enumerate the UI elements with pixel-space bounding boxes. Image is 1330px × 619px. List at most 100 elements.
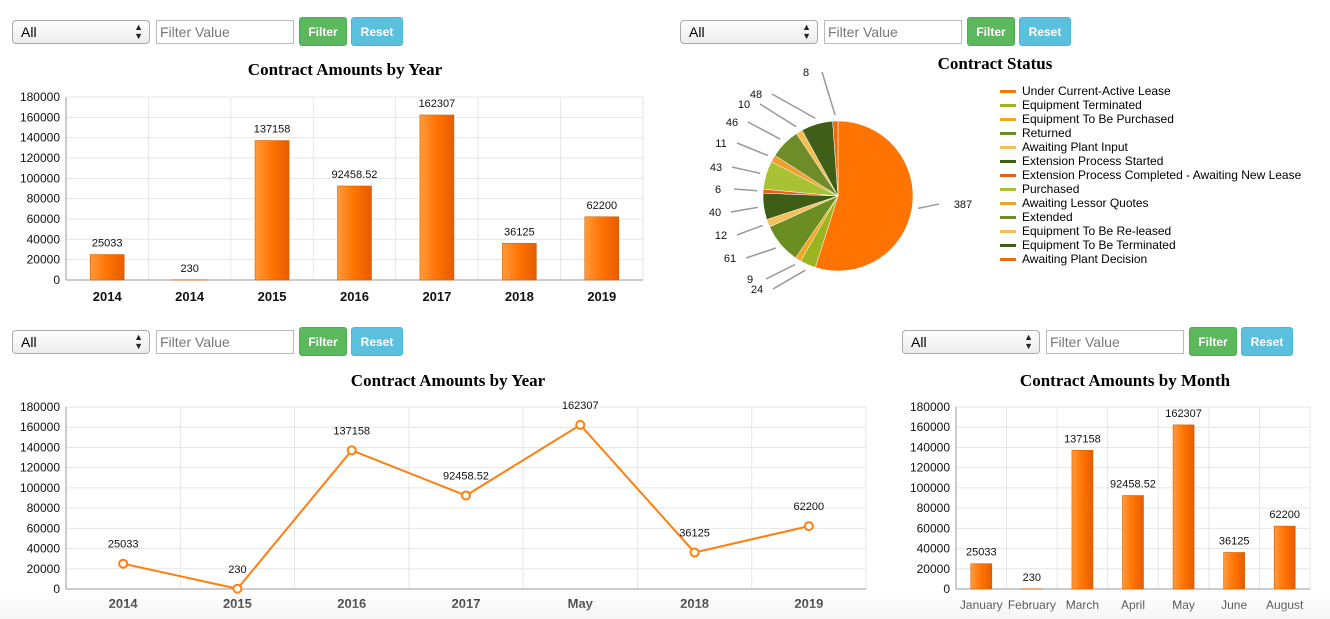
- chart-title: Contract Amounts by Year: [247, 60, 443, 79]
- x-tick-label: 2016: [340, 289, 369, 304]
- x-tick-label: 2019: [587, 289, 616, 304]
- filter-button[interactable]: Filter: [299, 17, 347, 46]
- legend-swatch: [1000, 159, 1016, 163]
- data-label: 25033: [92, 238, 123, 250]
- slice-label: 48: [750, 89, 762, 101]
- select-arrows-icon: ▲ ▼: [1024, 331, 1033, 351]
- legend-swatch: [1000, 187, 1016, 191]
- leader-line: [736, 224, 763, 236]
- data-label: 162307: [562, 400, 599, 412]
- data-label: 36125: [679, 527, 710, 539]
- legend-swatch: [1000, 103, 1016, 107]
- legend-item: Extension Process Completed - Awaiting N…: [1000, 168, 1301, 182]
- y-tick-label: 120000: [20, 461, 60, 475]
- y-tick-label: 20000: [27, 562, 61, 576]
- select-value: All: [911, 333, 927, 350]
- filter-value-input[interactable]: Filter Value: [156, 329, 294, 354]
- legend-swatch: [1000, 257, 1016, 261]
- y-tick-label: 160000: [20, 420, 60, 434]
- select-value: All: [21, 333, 37, 350]
- y-tick-label: 60000: [27, 212, 61, 226]
- category-select[interactable]: All ▲ ▼: [12, 19, 150, 44]
- reset-button[interactable]: Reset: [351, 327, 403, 356]
- legend-item: Extension Process Started: [1000, 154, 1301, 168]
- data-label: 62200: [794, 501, 825, 513]
- filter-value-input[interactable]: Filter Value: [156, 19, 294, 44]
- filter-button[interactable]: Filter: [1189, 327, 1237, 356]
- y-tick-label: 0: [53, 273, 60, 287]
- legend-item: Equipment To Be Purchased: [1000, 112, 1301, 126]
- data-label: 25033: [966, 547, 997, 559]
- data-label: 92458.52: [443, 471, 489, 483]
- data-label: 36125: [504, 226, 535, 238]
- legend-swatch: [1000, 243, 1016, 247]
- data-label: 36125: [1219, 535, 1250, 547]
- bar: [584, 216, 620, 281]
- slice-label: 9: [747, 274, 753, 286]
- category-select[interactable]: All ▲ ▼: [902, 329, 1040, 354]
- y-tick-label: 80000: [27, 501, 61, 515]
- legend-swatch: [1000, 215, 1016, 219]
- legend-item: Extended: [1000, 210, 1301, 224]
- legend-item: Purchased: [1000, 182, 1301, 196]
- y-tick-label: 20000: [917, 562, 951, 576]
- reset-button[interactable]: Reset: [1241, 327, 1293, 356]
- data-label: 137158: [333, 425, 370, 437]
- legend-swatch: [1000, 145, 1016, 149]
- y-tick-label: 100000: [910, 481, 950, 495]
- slice-label: 10: [738, 99, 750, 111]
- data-label: 162307: [1165, 408, 1202, 420]
- filter-bar-2: All ▲ ▼ Filter Value Filter Reset: [680, 17, 1075, 46]
- reset-button[interactable]: Reset: [351, 17, 403, 46]
- legend-swatch: [1000, 131, 1016, 135]
- y-tick-label: 140000: [910, 440, 950, 454]
- data-point: [689, 547, 700, 558]
- bar: [970, 563, 993, 590]
- bar: [337, 185, 372, 281]
- legend-swatch: [1000, 201, 1016, 205]
- slice-label: 24: [751, 284, 763, 296]
- leader-line: [731, 166, 761, 175]
- data-point: [575, 419, 586, 430]
- filter-button[interactable]: Filter: [299, 327, 347, 356]
- y-tick-label: 120000: [910, 461, 950, 475]
- y-tick-label: 160000: [910, 420, 950, 434]
- filter-value-input[interactable]: Filter Value: [1046, 329, 1184, 354]
- legend-label: Extension Process Started: [1022, 154, 1164, 168]
- leader-line: [771, 93, 816, 119]
- legend-label: Purchased: [1022, 182, 1080, 196]
- legend-swatch: [1000, 117, 1016, 121]
- legend-item: Equipment Terminated: [1000, 98, 1301, 112]
- bottom-fade: [0, 589, 1330, 619]
- bar: [1172, 424, 1195, 590]
- category-select[interactable]: All ▲ ▼: [680, 19, 818, 44]
- x-tick-label: 2014: [93, 289, 123, 304]
- slice-label: 387: [954, 199, 972, 211]
- pie-slice: [832, 120, 839, 197]
- filter-value-input[interactable]: Filter Value: [824, 19, 962, 44]
- leader-line: [736, 142, 769, 157]
- slice-label: 12: [715, 230, 727, 242]
- data-label: 230: [1023, 572, 1041, 584]
- select-value: All: [21, 23, 37, 40]
- slice-label: 11: [715, 138, 726, 150]
- legend-label: Equipment Terminated: [1022, 98, 1142, 112]
- filter-bar-1: All ▲ ▼ Filter Value Filter Reset: [12, 17, 407, 46]
- y-tick-label: 40000: [27, 232, 61, 246]
- legend-item: Awaiting Lessor Quotes: [1000, 196, 1301, 210]
- category-select[interactable]: All ▲ ▼: [12, 329, 150, 354]
- filter-button[interactable]: Filter: [967, 17, 1015, 46]
- pie-legend: Under Current-Active Lease Equipment Term…: [1000, 84, 1301, 266]
- legend-label: Awaiting Plant Decision: [1022, 252, 1148, 266]
- bar: [502, 242, 537, 281]
- bar: [254, 140, 290, 281]
- legend-item: Under Current-Active Lease: [1000, 84, 1301, 98]
- leader-line: [745, 247, 777, 259]
- data-label: 137158: [1064, 433, 1101, 445]
- y-tick-label: 180000: [20, 90, 60, 104]
- slice-label: 6: [715, 184, 721, 196]
- reset-button[interactable]: Reset: [1019, 17, 1071, 46]
- legend-label: Extended: [1022, 210, 1073, 224]
- leader-line: [917, 203, 940, 210]
